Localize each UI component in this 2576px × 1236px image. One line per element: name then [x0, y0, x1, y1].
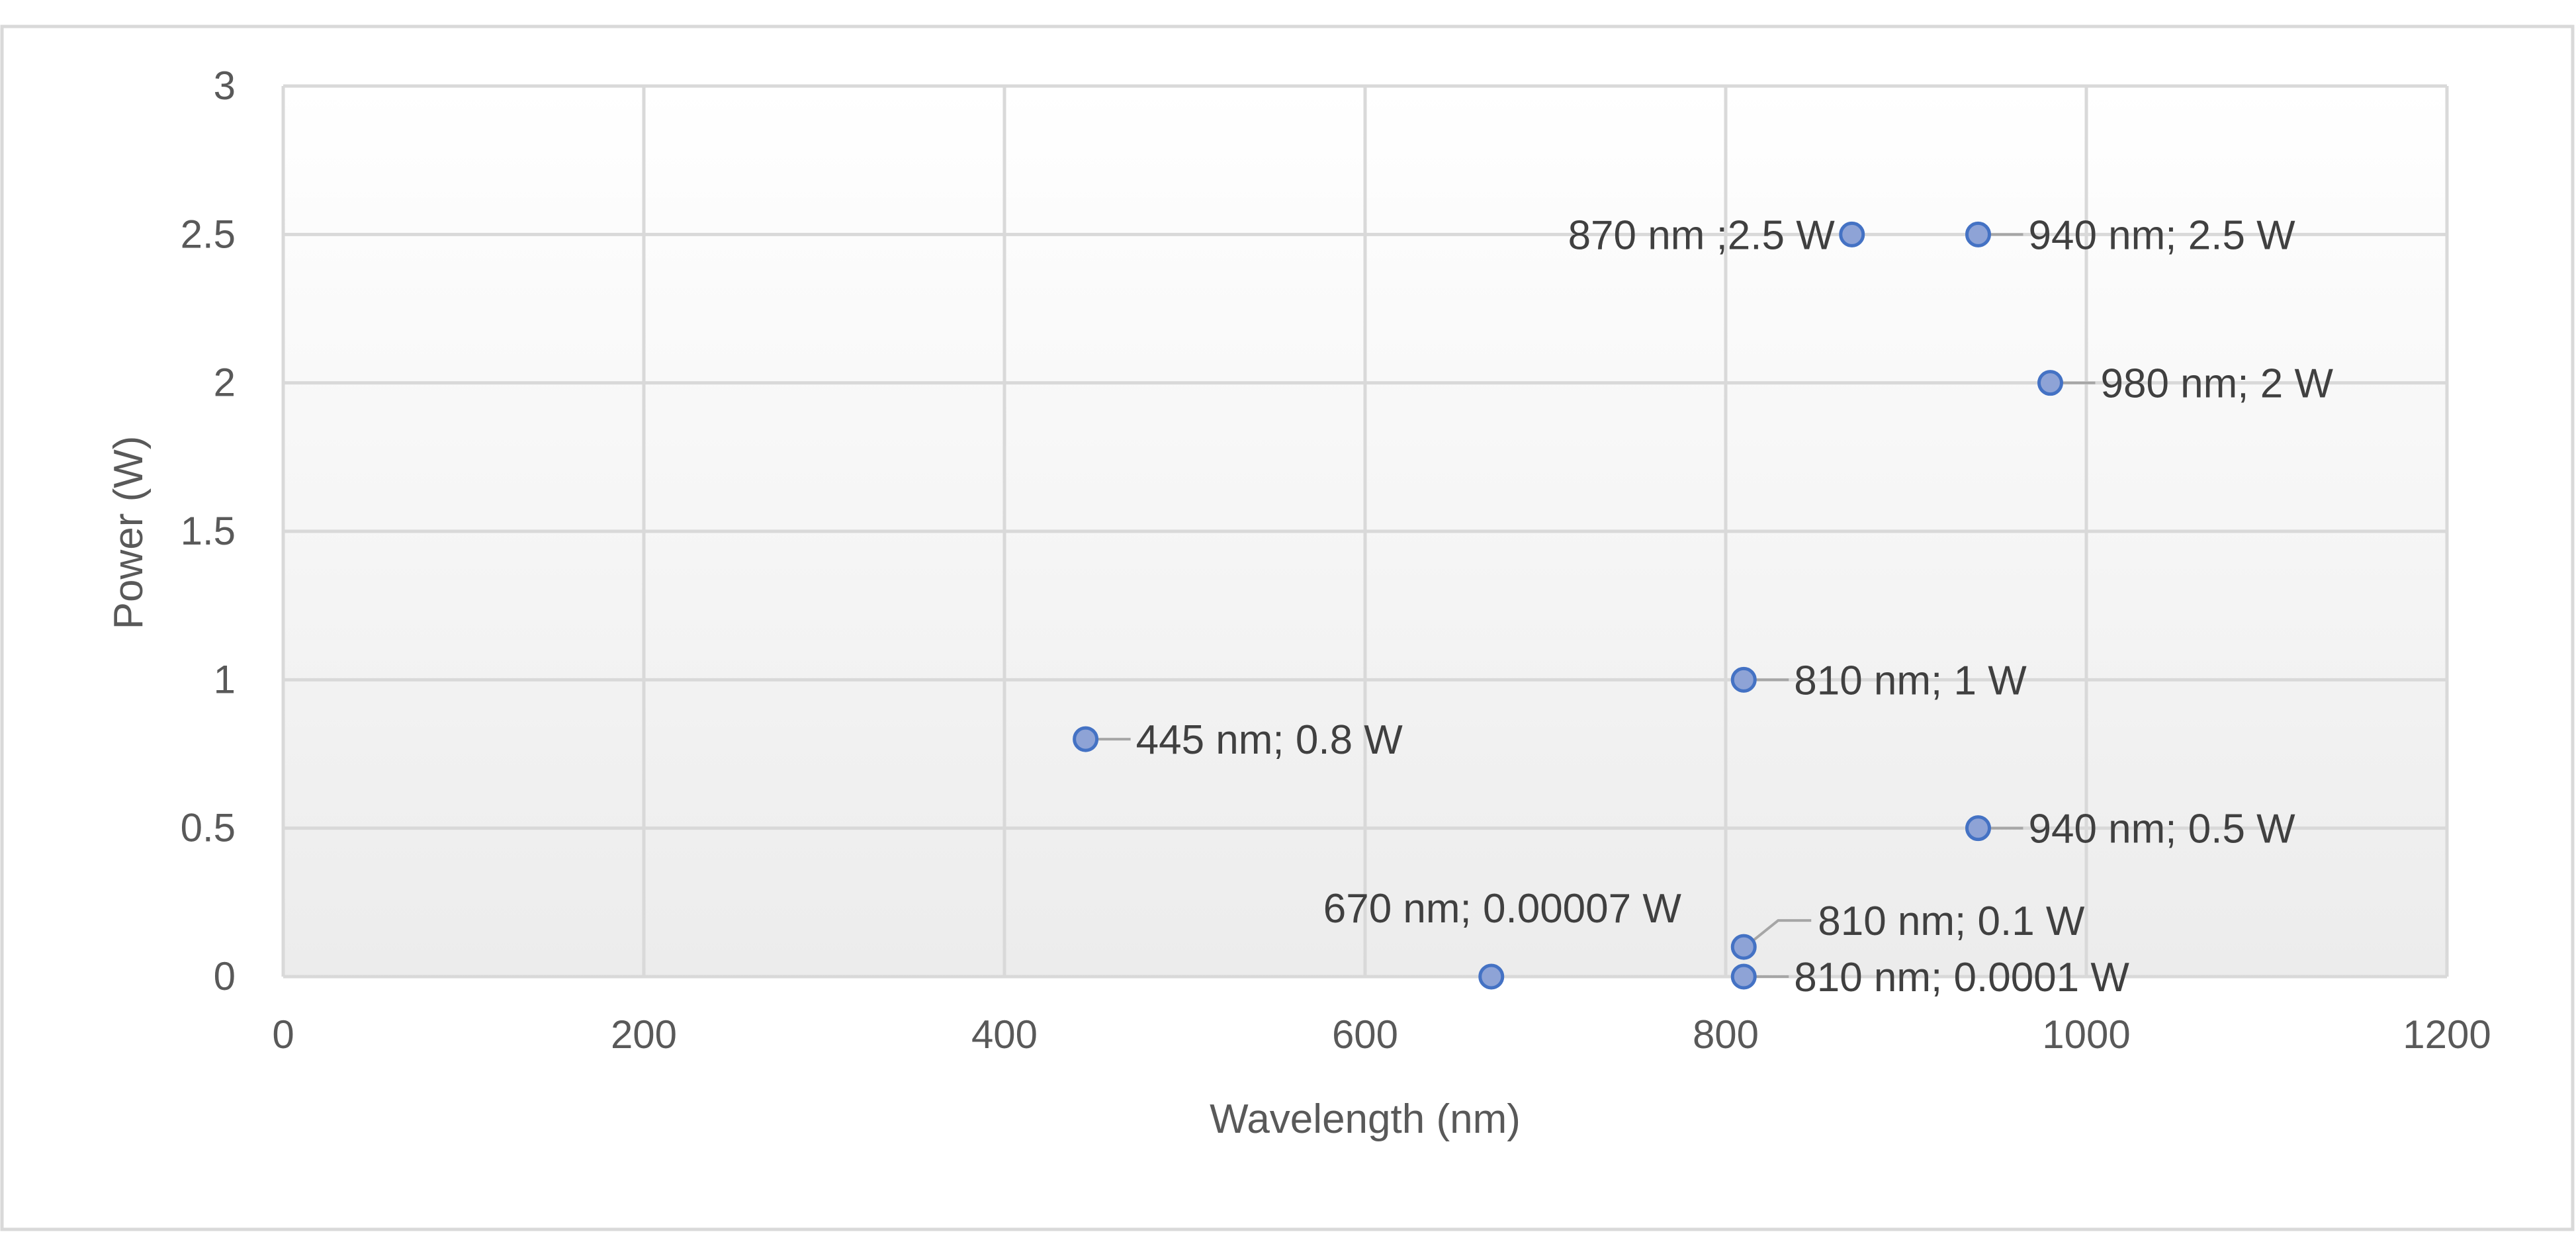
data-label: 445 nm; 0.8 W	[1136, 717, 1403, 763]
label-leader-line	[1751, 919, 1812, 943]
y-tick-label: 2	[214, 361, 236, 405]
data-label: 810 nm; 0.1 W	[1818, 899, 2085, 944]
data-point	[1839, 221, 1865, 247]
data-point	[1965, 815, 1991, 842]
y-tick-label: 0.5	[181, 806, 236, 850]
data-label: 810 nm; 0.0001 W	[1794, 955, 2129, 1000]
x-tick-label: 600	[1332, 1012, 1398, 1057]
data-point	[1730, 963, 1757, 990]
x-tick-label: 1000	[2042, 1012, 2130, 1057]
data-label: 980 nm; 2 W	[2101, 361, 2334, 407]
x-tick-label: 400	[971, 1012, 1038, 1057]
y-tick-label: 3	[214, 64, 236, 108]
y-tick-label: 0	[214, 954, 236, 998]
data-label: 940 nm; 0.5 W	[2029, 807, 2296, 852]
data-labels: 445 nm; 0.8 W 670 nm; 0.00007 W 810 nm; 1 …	[1136, 212, 2334, 1000]
y-tick-label: 1.5	[181, 509, 236, 553]
data-label: 810 nm; 1 W	[1794, 658, 2027, 703]
data-point	[1730, 666, 1757, 693]
data-label: 870 nm ;2.5 W	[1568, 212, 1836, 258]
data-point	[2037, 370, 2063, 396]
gridlines	[281, 84, 2449, 979]
x-tick-label: 0	[272, 1012, 294, 1057]
y-tick-label: 1	[214, 657, 236, 701]
x-tick-label: 800	[1693, 1012, 1759, 1057]
y-axis-title: Power (W)	[106, 436, 152, 630]
label-leader-lines	[1096, 233, 2096, 978]
x-axis-title: Wavelength (nm)	[1210, 1096, 1521, 1142]
data-point	[1073, 726, 1099, 752]
data-point	[1965, 221, 1991, 247]
tick-labels: 0 200 400 600 800 1000 1200 0 0.5 1 1.5 2 2.5 3	[181, 64, 2491, 1057]
x-tick-label: 1200	[2403, 1012, 2491, 1057]
data-label: 940 nm; 2.5 W	[2029, 212, 2296, 258]
data-point	[1478, 963, 1505, 990]
data-points	[1073, 221, 2063, 990]
y-tick-label: 2.5	[181, 212, 236, 256]
x-tick-label: 200	[611, 1012, 677, 1057]
data-label: 670 nm; 0.00007 W	[1323, 886, 1682, 932]
data-point	[1730, 934, 1757, 960]
